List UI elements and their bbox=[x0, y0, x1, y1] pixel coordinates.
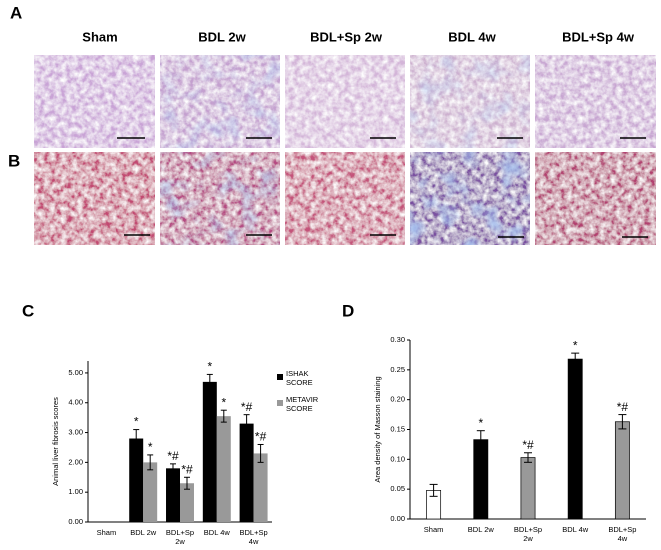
bar bbox=[567, 358, 583, 520]
y-axis-label: Area density of Masson staining bbox=[373, 376, 382, 482]
micrograph bbox=[34, 55, 155, 148]
significance-mark: * bbox=[148, 440, 153, 454]
significance-mark: * bbox=[221, 395, 226, 409]
y-tick-label: 5.00 bbox=[68, 368, 83, 377]
panel-label: D bbox=[342, 301, 354, 320]
fibrosis-overlay bbox=[160, 55, 280, 148]
micrograph bbox=[535, 152, 656, 245]
x-tick-label: Sham bbox=[423, 525, 444, 534]
histology-row-b bbox=[34, 152, 656, 245]
y-tick-label: 0.25 bbox=[390, 365, 405, 374]
x-tick-label: BDL+Sp 2w bbox=[165, 528, 195, 546]
significance-mark: *# bbox=[241, 400, 253, 414]
y-tick-label: 0.00 bbox=[390, 514, 405, 523]
x-tick-label: BDL+Sp 2w bbox=[513, 525, 543, 543]
significance-mark: *# bbox=[181, 462, 193, 476]
x-tick-label: BDL+Sp 4w bbox=[239, 528, 268, 546]
fibrosis-overlay bbox=[410, 152, 530, 245]
y-tick-label: 1.00 bbox=[68, 487, 83, 496]
column-header: BDL 4w bbox=[448, 29, 496, 44]
significance-mark: * bbox=[478, 416, 483, 430]
x-tick-label: Sham bbox=[96, 528, 117, 537]
y-tick-label: 0.00 bbox=[68, 517, 83, 526]
significance-mark: * bbox=[134, 415, 139, 429]
histology-row-a bbox=[34, 55, 656, 148]
y-tick-label: 0.30 bbox=[390, 335, 405, 344]
column-header: Sham bbox=[82, 29, 117, 44]
x-tick-label: BDL 4w bbox=[562, 525, 589, 534]
y-tick-label: 3.00 bbox=[68, 428, 83, 437]
significance-mark: * bbox=[573, 338, 578, 352]
panel-label: A bbox=[10, 3, 22, 22]
bar bbox=[253, 453, 268, 522]
panel-label: B bbox=[8, 151, 20, 170]
bar bbox=[520, 457, 536, 520]
bar bbox=[216, 416, 231, 522]
x-tick-label: BDL 2w bbox=[467, 525, 494, 534]
y-tick-label: 0.15 bbox=[390, 424, 405, 433]
significance-mark: *# bbox=[522, 438, 534, 452]
bar bbox=[143, 462, 158, 522]
significance-mark: *# bbox=[255, 430, 267, 444]
y-tick-label: 0.10 bbox=[390, 454, 405, 463]
bar bbox=[473, 439, 489, 520]
bar bbox=[614, 421, 630, 520]
legend-label: METAVIR SCORE bbox=[286, 395, 319, 413]
significance-mark: * bbox=[207, 360, 212, 374]
column-header: BDL+Sp 2w bbox=[310, 29, 383, 44]
column-header: BDL 2w bbox=[198, 29, 246, 44]
x-tick-label: BDL+Sp 4w bbox=[608, 525, 637, 543]
significance-mark: *# bbox=[617, 400, 629, 414]
bar bbox=[180, 483, 194, 522]
y-tick-label: 0.20 bbox=[390, 395, 405, 404]
significance-mark: *# bbox=[167, 449, 179, 463]
y-tick-label: 0.05 bbox=[390, 484, 405, 493]
micrograph bbox=[535, 55, 656, 148]
bar bbox=[166, 468, 180, 522]
y-tick-label: 2.00 bbox=[68, 457, 83, 466]
legend-swatch bbox=[277, 400, 283, 406]
scale-bars bbox=[117, 137, 648, 238]
y-axis-label: Animal liver fibrosis scores bbox=[51, 397, 60, 486]
y-tick-label: 4.00 bbox=[68, 398, 83, 407]
legend-label: ISHAK SCORE bbox=[286, 369, 313, 387]
x-tick-label: BDL 4w bbox=[203, 528, 230, 537]
fibrosis-overlay bbox=[410, 55, 530, 148]
micrograph bbox=[34, 152, 155, 245]
bar bbox=[239, 423, 254, 522]
panel-label: C bbox=[22, 301, 34, 320]
bar bbox=[129, 438, 144, 522]
fibrosis-overlay bbox=[160, 152, 280, 245]
legend-swatch bbox=[277, 374, 283, 380]
bar bbox=[202, 381, 217, 522]
column-header: BDL+Sp 4w bbox=[562, 29, 635, 44]
micrograph bbox=[285, 55, 405, 148]
x-tick-label: BDL 2w bbox=[130, 528, 157, 537]
micrograph bbox=[285, 152, 405, 245]
